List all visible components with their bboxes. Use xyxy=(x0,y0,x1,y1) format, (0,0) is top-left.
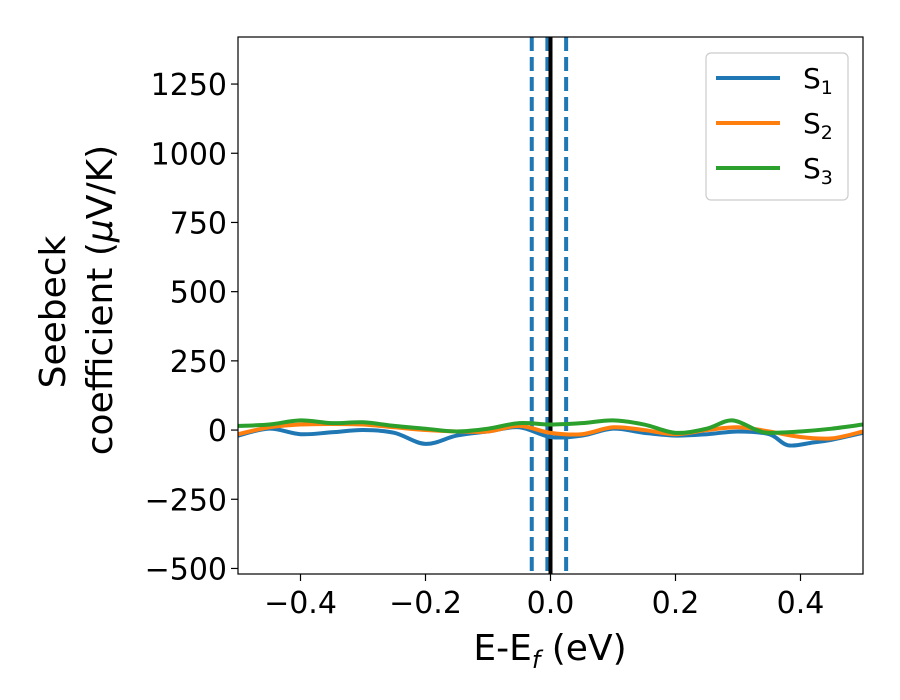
legend-label-s2: S2 xyxy=(803,107,833,144)
x-tick-label: −0.2 xyxy=(389,586,462,621)
x-tick-label: 0.0 xyxy=(527,586,575,621)
y-axis-title-line2: coefficient (μV/K) xyxy=(80,145,121,455)
y-tick-label: −500 xyxy=(145,552,227,587)
y-tick-label: 250 xyxy=(170,345,227,380)
vertical-reference-lines xyxy=(529,37,569,574)
series-line-s1 xyxy=(238,425,863,448)
y-tick-label: 750 xyxy=(170,206,227,241)
legend-label-s1: S1 xyxy=(803,62,833,99)
x-axis: −0.4 −0.2 0.0 0.2 0.4 xyxy=(264,574,824,621)
y-tick-label: 1250 xyxy=(151,68,227,103)
legend-label-s3: S3 xyxy=(803,152,833,189)
y-axis-title-line1: Seebeck xyxy=(33,235,74,388)
y-tick-label: 1000 xyxy=(151,137,227,172)
legend: S1 S2 S3 xyxy=(705,52,849,201)
y-tick-label: 0 xyxy=(208,414,227,449)
legend-box xyxy=(705,52,849,201)
x-tick-label: −0.4 xyxy=(264,586,337,621)
x-axis-title: E-Ef (eV) xyxy=(473,628,626,674)
series-line-s3 xyxy=(238,418,863,435)
y-tick-label: −250 xyxy=(145,483,227,518)
x-tick-label: 0.2 xyxy=(652,586,700,621)
series-layer xyxy=(238,418,863,448)
y-tick-label: 500 xyxy=(170,276,227,311)
x-tick-label: 0.4 xyxy=(777,586,825,621)
y-axis: −500 −250 0 250 500 750 1000 1250 xyxy=(145,68,238,587)
